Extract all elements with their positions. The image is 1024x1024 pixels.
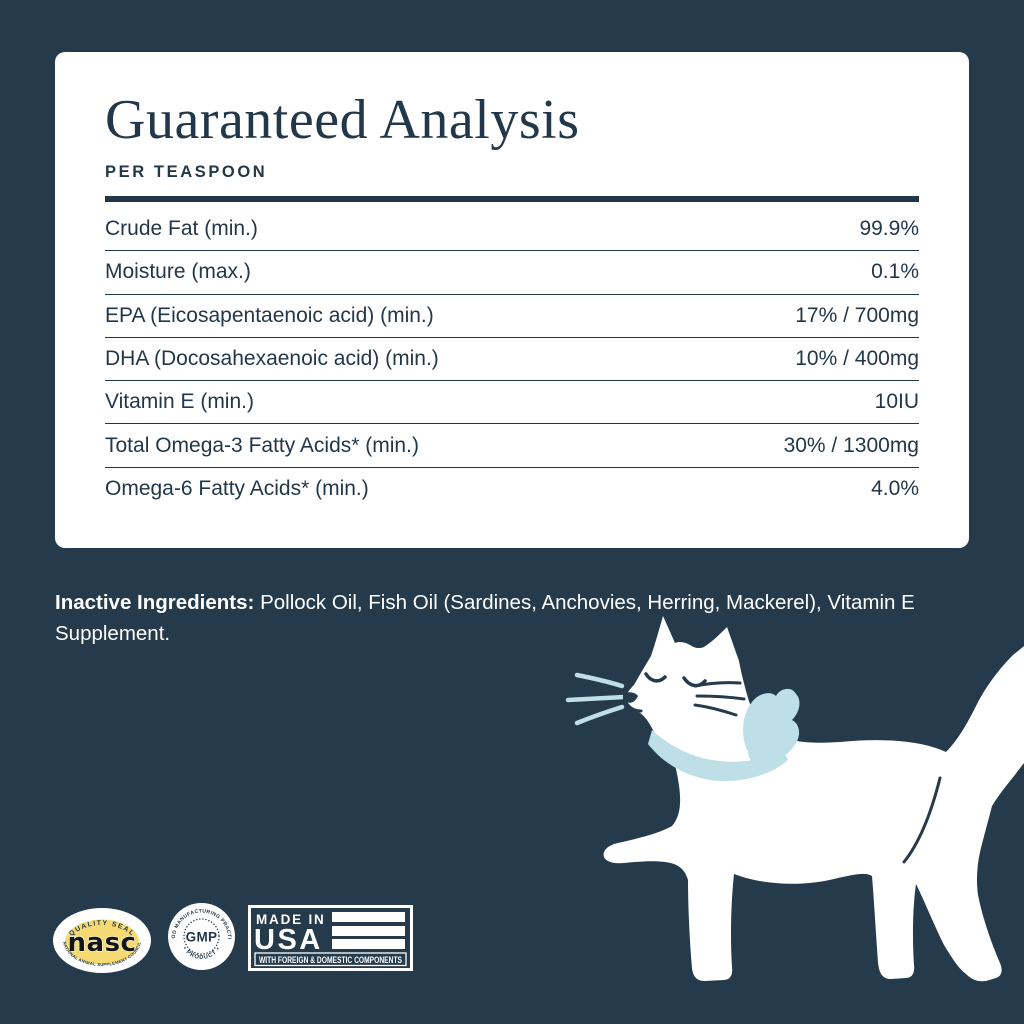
usa-line1-text: MADE IN <box>256 912 326 927</box>
inactive-ingredients-label: Inactive Ingredients: <box>55 590 255 614</box>
cat-light-whiskers-icon <box>565 672 627 726</box>
analysis-value: 10IU <box>874 390 919 414</box>
guaranteed-analysis-card: Guaranteed Analysis PER TEASPOON Crude F… <box>55 52 969 548</box>
table-row: Crude Fat (min.) 99.9% <box>105 208 919 252</box>
cat-scarf-bow-icon <box>743 688 800 764</box>
cat-body-icon <box>603 616 1024 982</box>
nasc-center-text: nasc <box>68 928 137 958</box>
inactive-ingredients-text: Pollock Oil, Fish Oil (Sardines, Anchovi… <box>55 590 915 645</box>
analysis-label: Total Omega-3 Fatty Acids* (min.) <box>105 433 419 457</box>
table-row: Moisture (max.) 0.1% <box>105 251 919 295</box>
cat-thigh-crease-icon <box>902 776 942 864</box>
table-row: Vitamin E (min.) 10IU <box>105 381 919 425</box>
nasc-seal: QUALITY SEAL nasc NATIONAL ANIMAL SUPPLE… <box>53 908 151 973</box>
made-in-usa-badge: MADE IN USA WITH FOREIGN & DOMESTIC COMP… <box>248 905 413 971</box>
analysis-value: 0.1% <box>871 260 919 284</box>
divider-thick <box>105 196 919 202</box>
analysis-value: 4.0% <box>871 476 919 500</box>
table-row: DHA (Docosahexaenoic acid) (min.) 10% / … <box>105 338 919 382</box>
cat-scarf-icon <box>648 730 788 782</box>
table-row: Total Omega-3 Fatty Acids* (min.) 30% / … <box>105 424 919 468</box>
analysis-label: Crude Fat (min.) <box>105 217 258 241</box>
per-teaspoon-subtitle: PER TEASPOON <box>105 163 268 181</box>
table-row: EPA (Eicosapentaenoic acid) (min.) 17% /… <box>105 295 919 338</box>
table-row: Omega-6 Fatty Acids* (min.) 4.0% <box>105 468 919 510</box>
page-title: Guaranteed Analysis <box>105 89 580 151</box>
analysis-label: DHA (Docosahexaenoic acid) (min.) <box>105 347 439 371</box>
analysis-value: 17% / 700mg <box>795 303 919 327</box>
usa-flag-stripes-icon <box>332 912 405 949</box>
analysis-label: EPA (Eicosapentaenoic acid) (min.) <box>105 303 434 327</box>
analysis-value: 99.9% <box>859 217 919 241</box>
usa-line2-text: USA <box>254 924 323 956</box>
cat-mouth-icon <box>625 702 643 713</box>
gmp-seal: GOOD MANUFACTURING PRACTICE GMP • PRODUC… <box>168 903 235 970</box>
analysis-label: Vitamin E (min.) <box>105 390 254 414</box>
usa-line3-text: WITH FOREIGN & DOMESTIC COMPONENTS <box>259 955 402 966</box>
analysis-value: 30% / 1300mg <box>783 433 919 457</box>
analysis-label: Omega-6 Fatty Acids* (min.) <box>105 476 369 500</box>
cat-nose-icon <box>623 692 638 703</box>
analysis-label: Moisture (max.) <box>105 260 251 284</box>
gmp-center-text: GMP <box>186 930 218 945</box>
cat-dark-whiskers-icon <box>693 681 746 717</box>
analysis-value: 10% / 400mg <box>795 347 919 371</box>
inactive-ingredients: Inactive Ingredients: Pollock Oil, Fish … <box>55 587 967 649</box>
analysis-table: Crude Fat (min.) 99.9% Moisture (max.) 0… <box>105 208 919 510</box>
